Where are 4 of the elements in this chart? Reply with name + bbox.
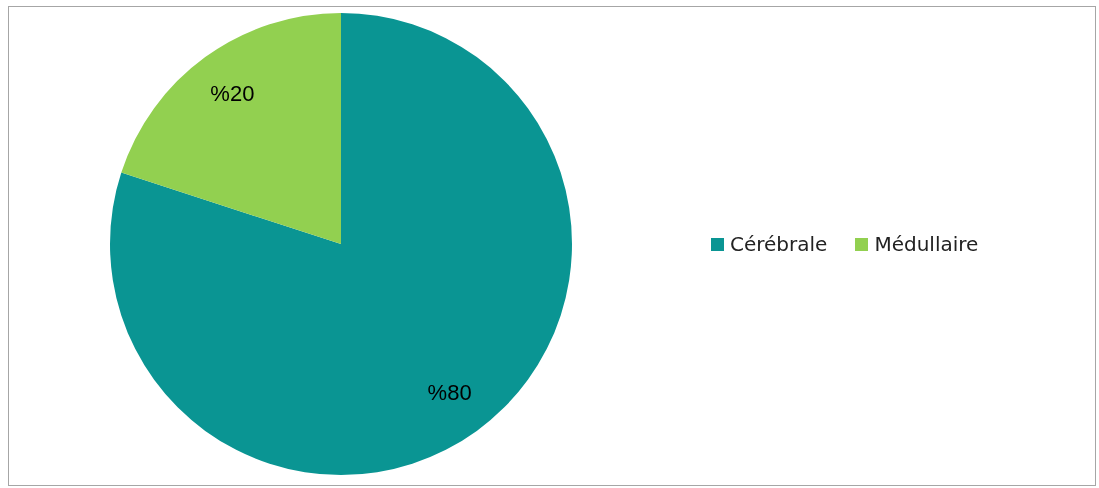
legend-label: Médullaire — [874, 232, 979, 256]
data-label: %80 — [427, 379, 472, 405]
legend-label: Cérébrale — [730, 232, 828, 256]
data-label: %20 — [210, 80, 255, 106]
